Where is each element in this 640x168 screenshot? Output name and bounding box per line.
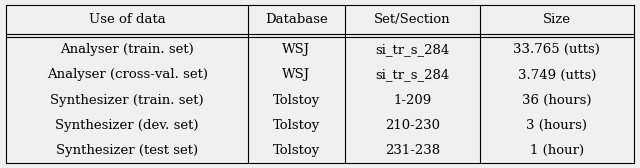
Text: Use of data: Use of data [89,13,166,26]
Text: 1 (hour): 1 (hour) [530,144,584,157]
Text: 3.749 (utts): 3.749 (utts) [518,69,596,81]
Text: 33.765 (utts): 33.765 (utts) [513,43,600,56]
Text: Synthesizer (dev. set): Synthesizer (dev. set) [56,119,199,132]
Text: 210-230: 210-230 [385,119,440,132]
Text: 231-238: 231-238 [385,144,440,157]
Text: 36 (hours): 36 (hours) [522,94,591,107]
Text: 1-209: 1-209 [394,94,431,107]
Text: Tolstoy: Tolstoy [273,119,320,132]
Text: Tolstoy: Tolstoy [273,144,320,157]
Text: Synthesizer (test set): Synthesizer (test set) [56,144,198,157]
Text: Size: Size [543,13,571,26]
Text: Set/Section: Set/Section [374,13,451,26]
Text: 3 (hours): 3 (hours) [526,119,588,132]
Text: WSJ: WSJ [282,43,310,56]
Text: Analyser (cross-val. set): Analyser (cross-val. set) [47,69,207,81]
Text: Database: Database [265,13,328,26]
Text: si_tr_s_284: si_tr_s_284 [376,69,450,81]
Text: Analyser (train. set): Analyser (train. set) [60,43,194,56]
Text: Tolstoy: Tolstoy [273,94,320,107]
Text: WSJ: WSJ [282,69,310,81]
Text: si_tr_s_284: si_tr_s_284 [376,43,450,56]
Text: Synthesizer (train. set): Synthesizer (train. set) [51,94,204,107]
